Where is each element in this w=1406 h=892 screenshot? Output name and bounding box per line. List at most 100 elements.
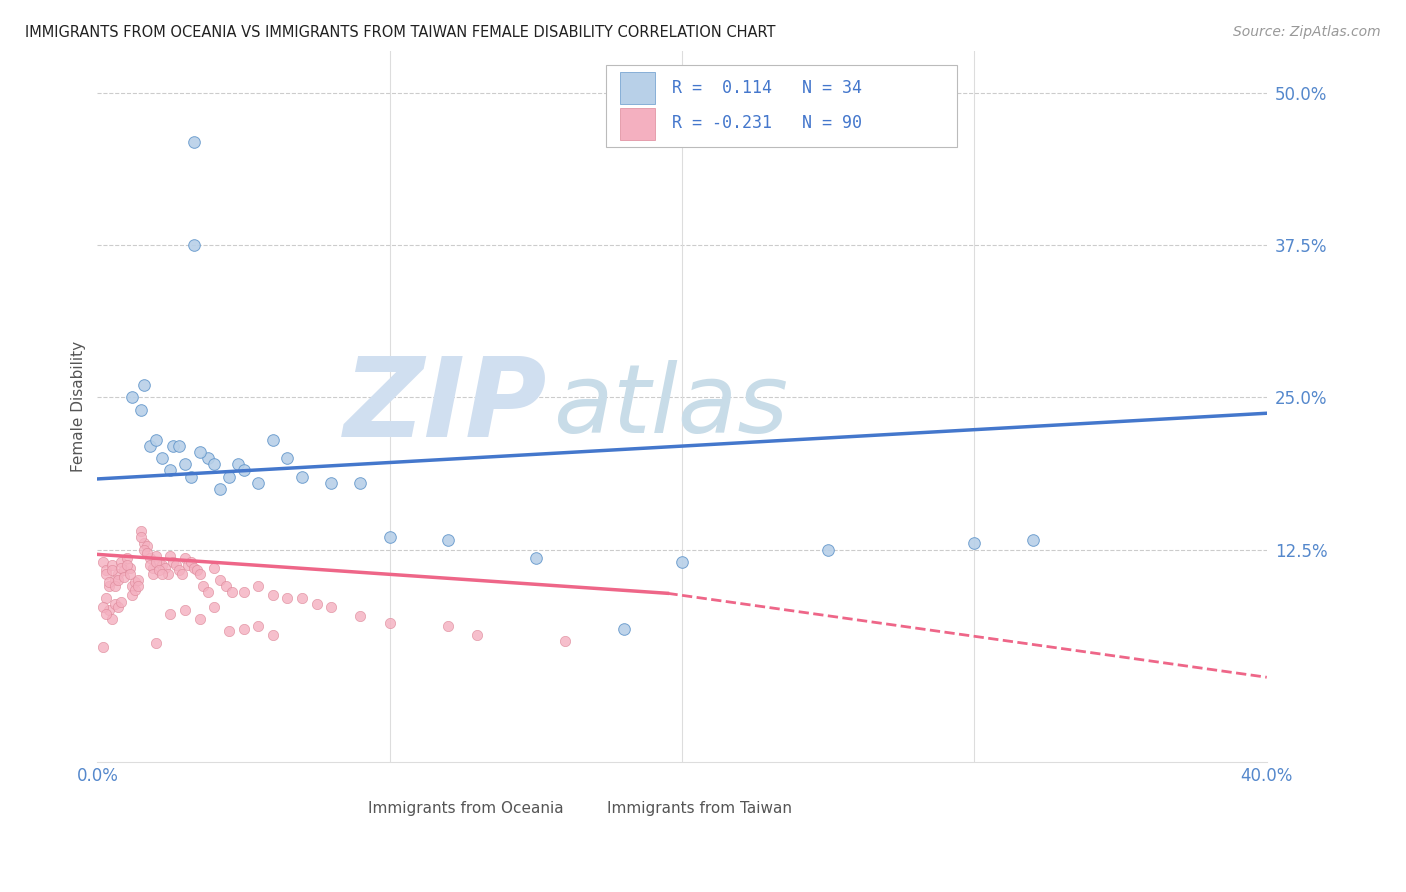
Point <box>167 563 190 577</box>
Point <box>349 609 371 624</box>
Point <box>150 558 173 573</box>
Text: R =  0.114   N = 34: R = 0.114 N = 34 <box>672 78 862 96</box>
Point <box>524 551 547 566</box>
Point <box>124 582 146 597</box>
Point <box>963 536 986 550</box>
Point <box>118 566 141 581</box>
Point <box>112 563 135 577</box>
Point <box>162 555 184 569</box>
Point <box>101 612 124 626</box>
Point <box>145 636 167 650</box>
Point <box>98 575 121 590</box>
Point <box>209 482 232 496</box>
Point <box>124 575 146 590</box>
Point <box>101 558 124 573</box>
Text: R = -0.231   N = 90: R = -0.231 N = 90 <box>672 114 862 132</box>
Point <box>127 573 149 587</box>
Point <box>156 566 179 581</box>
Point <box>276 591 298 606</box>
Point <box>94 563 117 577</box>
Point <box>142 560 165 574</box>
Point <box>94 566 117 581</box>
Point <box>129 530 152 544</box>
Point <box>202 560 225 574</box>
Point <box>91 555 114 569</box>
Point <box>247 579 270 593</box>
Point <box>188 566 211 581</box>
Point <box>554 633 576 648</box>
Point <box>139 558 162 573</box>
Point <box>159 463 181 477</box>
Point <box>121 391 143 405</box>
Point <box>134 542 156 557</box>
Point <box>101 563 124 577</box>
Point <box>115 551 138 566</box>
Point <box>121 588 143 602</box>
Point <box>1022 533 1045 547</box>
Text: Source: ZipAtlas.com: Source: ZipAtlas.com <box>1233 25 1381 39</box>
Point <box>262 588 284 602</box>
Point <box>197 451 219 466</box>
Point <box>148 563 170 577</box>
Point <box>202 458 225 472</box>
Point <box>98 603 121 617</box>
Point <box>148 555 170 569</box>
Point <box>262 433 284 447</box>
Point <box>121 579 143 593</box>
Point <box>671 555 693 569</box>
Point <box>276 451 298 466</box>
Point <box>188 445 211 459</box>
Point <box>91 640 114 654</box>
Point <box>172 566 194 581</box>
Point <box>613 622 636 636</box>
Point <box>167 439 190 453</box>
Point <box>226 458 249 472</box>
Bar <box>620 72 655 104</box>
Point <box>145 433 167 447</box>
Point <box>107 566 129 581</box>
Point <box>115 558 138 573</box>
Point <box>136 546 159 560</box>
Text: Immigrants from Oceania: Immigrants from Oceania <box>368 801 564 816</box>
Point <box>107 599 129 614</box>
Point <box>98 579 121 593</box>
Point <box>218 624 240 638</box>
Point <box>218 469 240 483</box>
Point <box>107 573 129 587</box>
Point <box>177 558 200 573</box>
Point <box>104 597 127 611</box>
Point <box>291 591 314 606</box>
Point <box>91 599 114 614</box>
Point <box>209 573 232 587</box>
Point <box>188 612 211 626</box>
Point <box>378 615 401 630</box>
Point <box>159 607 181 621</box>
Point <box>467 628 489 642</box>
Bar <box>612 794 647 821</box>
Point <box>191 579 214 593</box>
Point <box>150 451 173 466</box>
Point <box>142 566 165 581</box>
Point <box>139 551 162 566</box>
Point <box>291 469 314 483</box>
Point <box>104 573 127 587</box>
Point <box>174 458 197 472</box>
Point <box>165 558 187 573</box>
Point <box>118 560 141 574</box>
Point <box>349 475 371 490</box>
Point <box>247 619 270 633</box>
Point <box>112 570 135 584</box>
Text: Immigrants from Taiwan: Immigrants from Taiwan <box>607 801 792 816</box>
Point <box>145 549 167 563</box>
Point <box>183 238 205 252</box>
Point <box>817 542 839 557</box>
Point <box>183 560 205 574</box>
Point <box>247 475 270 490</box>
Point <box>145 555 167 569</box>
Text: ZIP: ZIP <box>344 353 547 460</box>
Point <box>197 585 219 599</box>
Point <box>183 135 205 149</box>
Point <box>134 536 156 550</box>
Point <box>305 597 328 611</box>
Point <box>321 475 343 490</box>
